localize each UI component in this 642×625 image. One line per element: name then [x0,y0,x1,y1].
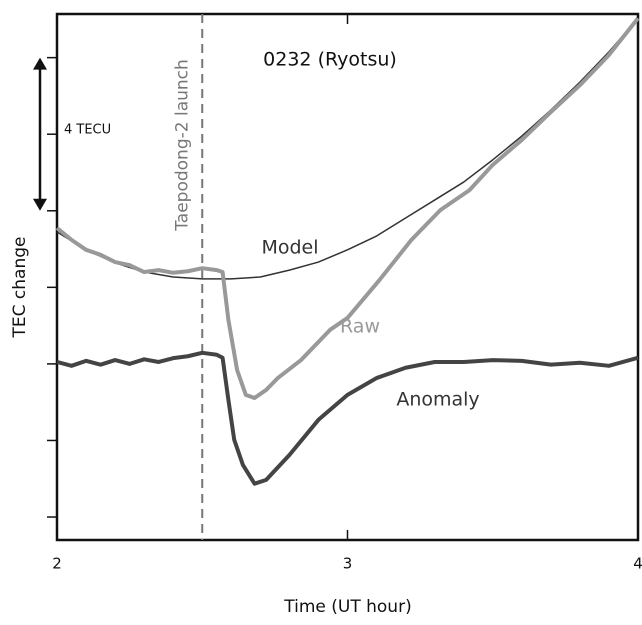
series-label: Model [261,237,318,259]
x-tick-label: 4 [633,555,642,573]
series-line [55,16,640,400]
scale-arrow [33,57,47,70]
series-label: Raw [340,316,380,338]
x-tick-label: 3 [343,555,353,573]
scale-arrow [33,198,47,211]
series-line [56,350,639,486]
x-axis-label: Time (UT hour) [283,597,411,617]
scale-bar-label: 4 TECU [64,123,111,138]
series-label: Anomaly [396,389,479,411]
event-label: Taepodong-2 launch [172,59,192,232]
chart-title: 0232 (Ryotsu) [263,49,397,71]
plot-frame [55,12,640,542]
x-tick-label: 2 [52,555,62,573]
y-axis-label: TEC change [10,237,30,339]
